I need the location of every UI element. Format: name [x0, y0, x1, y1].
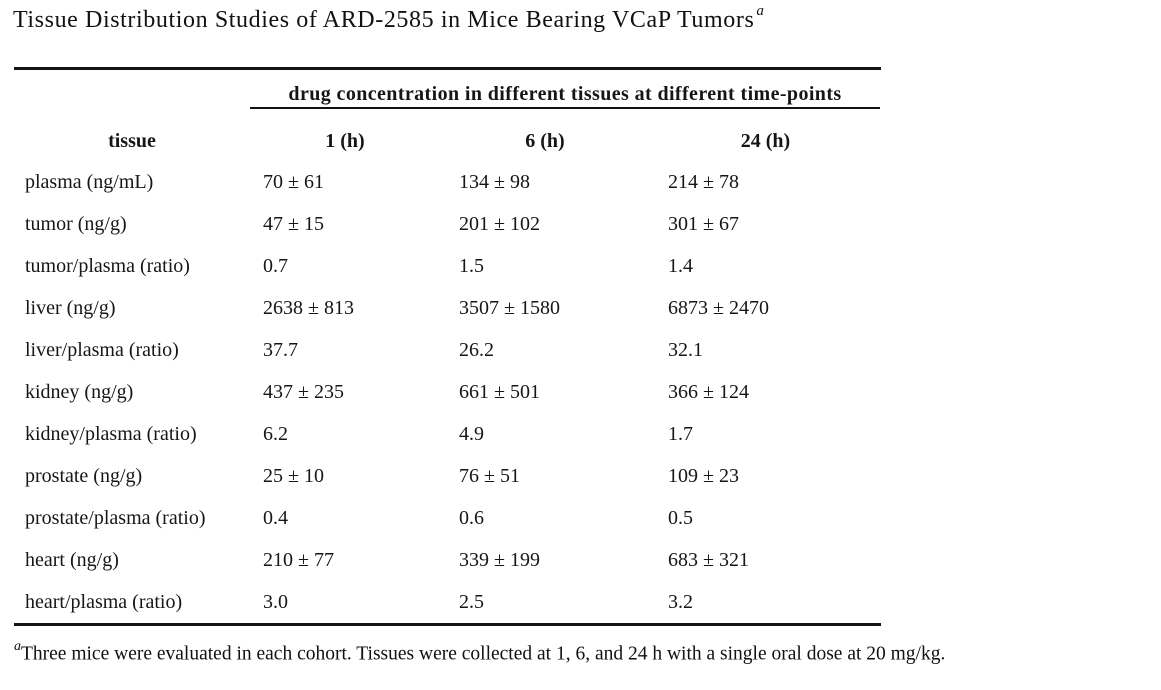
- table-cell: 26.2: [459, 338, 494, 361]
- table-cell: 1.7: [668, 422, 693, 445]
- column-header-6h: 6 (h): [525, 130, 565, 152]
- column-header-24h: 24 (h): [740, 130, 791, 152]
- column-header-1h: 1 (h): [325, 130, 365, 152]
- table-title: Tissue Distribution Studies of ARD-2585 …: [13, 3, 765, 34]
- table-cell: 25 ± 10: [263, 464, 324, 487]
- table-footnote: aThree mice were evaluated in each cohor…: [14, 639, 946, 666]
- table-title-footnote-marker: a: [756, 3, 765, 19]
- footnote-text: Three mice were evaluated in each cohort…: [21, 643, 946, 665]
- table-row-tumor: tumor (ng/g) 47 ± 15 201 ± 102 301 ± 67: [14, 203, 881, 245]
- table-cell: 0.7: [263, 254, 288, 277]
- table-cell: 339 ± 199: [459, 548, 540, 571]
- table-row-kidney: kidney (ng/g) 437 ± 235 661 ± 501 366 ± …: [14, 371, 881, 413]
- column-header-tissue: tissue: [108, 130, 156, 152]
- tissue-distribution-table: tissue 1 (h) 6 (h) 24 (h) plasma (ng/mL)…: [14, 109, 881, 623]
- row-label: tumor (ng/g): [25, 212, 127, 235]
- table-cell: 3507 ± 1580: [459, 296, 560, 319]
- table-cell: 6873 ± 2470: [668, 296, 769, 319]
- table-row-kidney-plasma-ratio: kidney/plasma (ratio) 6.2 4.9 1.7: [14, 413, 881, 455]
- table-row-liver: liver (ng/g) 2638 ± 813 3507 ± 1580 6873…: [14, 287, 881, 329]
- table-cell: 134 ± 98: [459, 170, 530, 193]
- table-cell: 366 ± 124: [668, 380, 749, 403]
- span-header-row: drug concentration in different tissues …: [250, 70, 880, 109]
- table-cell: 437 ± 235: [263, 380, 344, 403]
- row-label: tumor/plasma (ratio): [25, 254, 190, 277]
- table-cell: 661 ± 501: [459, 380, 540, 403]
- table-cell: 301 ± 67: [668, 212, 739, 235]
- row-label: plasma (ng/mL): [25, 170, 154, 193]
- row-label: heart (ng/g): [25, 548, 119, 571]
- row-label: prostate/plasma (ratio): [25, 506, 206, 529]
- table-cell: 683 ± 321: [668, 548, 749, 571]
- table-cell: 3.2: [668, 590, 693, 613]
- table-cell: 3.0: [263, 590, 288, 613]
- table-cell: 214 ± 78: [668, 170, 739, 193]
- table-cell: 1.5: [459, 254, 484, 277]
- table-cell: 37.7: [263, 338, 298, 361]
- table-cell: 76 ± 51: [459, 464, 520, 487]
- table-cell: 2.5: [459, 590, 484, 613]
- table-cell: 210 ± 77: [263, 548, 334, 571]
- table-row-heart: heart (ng/g) 210 ± 77 339 ± 199 683 ± 32…: [14, 539, 881, 581]
- table-title-text: Tissue Distribution Studies of ARD-2585 …: [13, 7, 755, 33]
- table-cell: 1.4: [668, 254, 693, 277]
- footnote-marker: a: [14, 639, 21, 654]
- table-row-prostate-plasma-ratio: prostate/plasma (ratio) 0.4 0.6 0.5: [14, 497, 881, 539]
- table-row-prostate: prostate (ng/g) 25 ± 10 76 ± 51 109 ± 23: [14, 455, 881, 497]
- row-label: heart/plasma (ratio): [25, 590, 183, 613]
- table-cell: 0.4: [263, 506, 288, 529]
- table-cell: 201 ± 102: [459, 212, 540, 235]
- table-cell: 47 ± 15: [263, 212, 324, 235]
- table-row-plasma: plasma (ng/mL) 70 ± 61 134 ± 98 214 ± 78: [14, 161, 881, 203]
- table-cell: 4.9: [459, 422, 484, 445]
- table-cell: 6.2: [263, 422, 288, 445]
- table-cell: 0.5: [668, 506, 693, 529]
- row-label: kidney (ng/g): [25, 380, 134, 403]
- span-header-label: drug concentration in different tissues …: [250, 82, 880, 109]
- table-cell: 0.6: [459, 506, 484, 529]
- table-cell: 70 ± 61: [263, 170, 324, 193]
- row-label: liver/plasma (ratio): [25, 338, 179, 361]
- row-label: liver (ng/g): [25, 296, 116, 319]
- column-header-row: tissue 1 (h) 6 (h) 24 (h): [14, 109, 881, 161]
- tissue-distribution-table-container: drug concentration in different tissues …: [14, 67, 881, 626]
- table-cell: 109 ± 23: [668, 464, 739, 487]
- table-row-heart-plasma-ratio: heart/plasma (ratio) 3.0 2.5 3.2: [14, 581, 881, 623]
- table-row-liver-plasma-ratio: liver/plasma (ratio) 37.7 26.2 32.1: [14, 329, 881, 371]
- row-label: kidney/plasma (ratio): [25, 422, 197, 445]
- table-row-tumor-plasma-ratio: tumor/plasma (ratio) 0.7 1.5 1.4: [14, 245, 881, 287]
- row-label: prostate (ng/g): [25, 464, 143, 487]
- table-cell: 2638 ± 813: [263, 296, 354, 319]
- table-cell: 32.1: [668, 338, 703, 361]
